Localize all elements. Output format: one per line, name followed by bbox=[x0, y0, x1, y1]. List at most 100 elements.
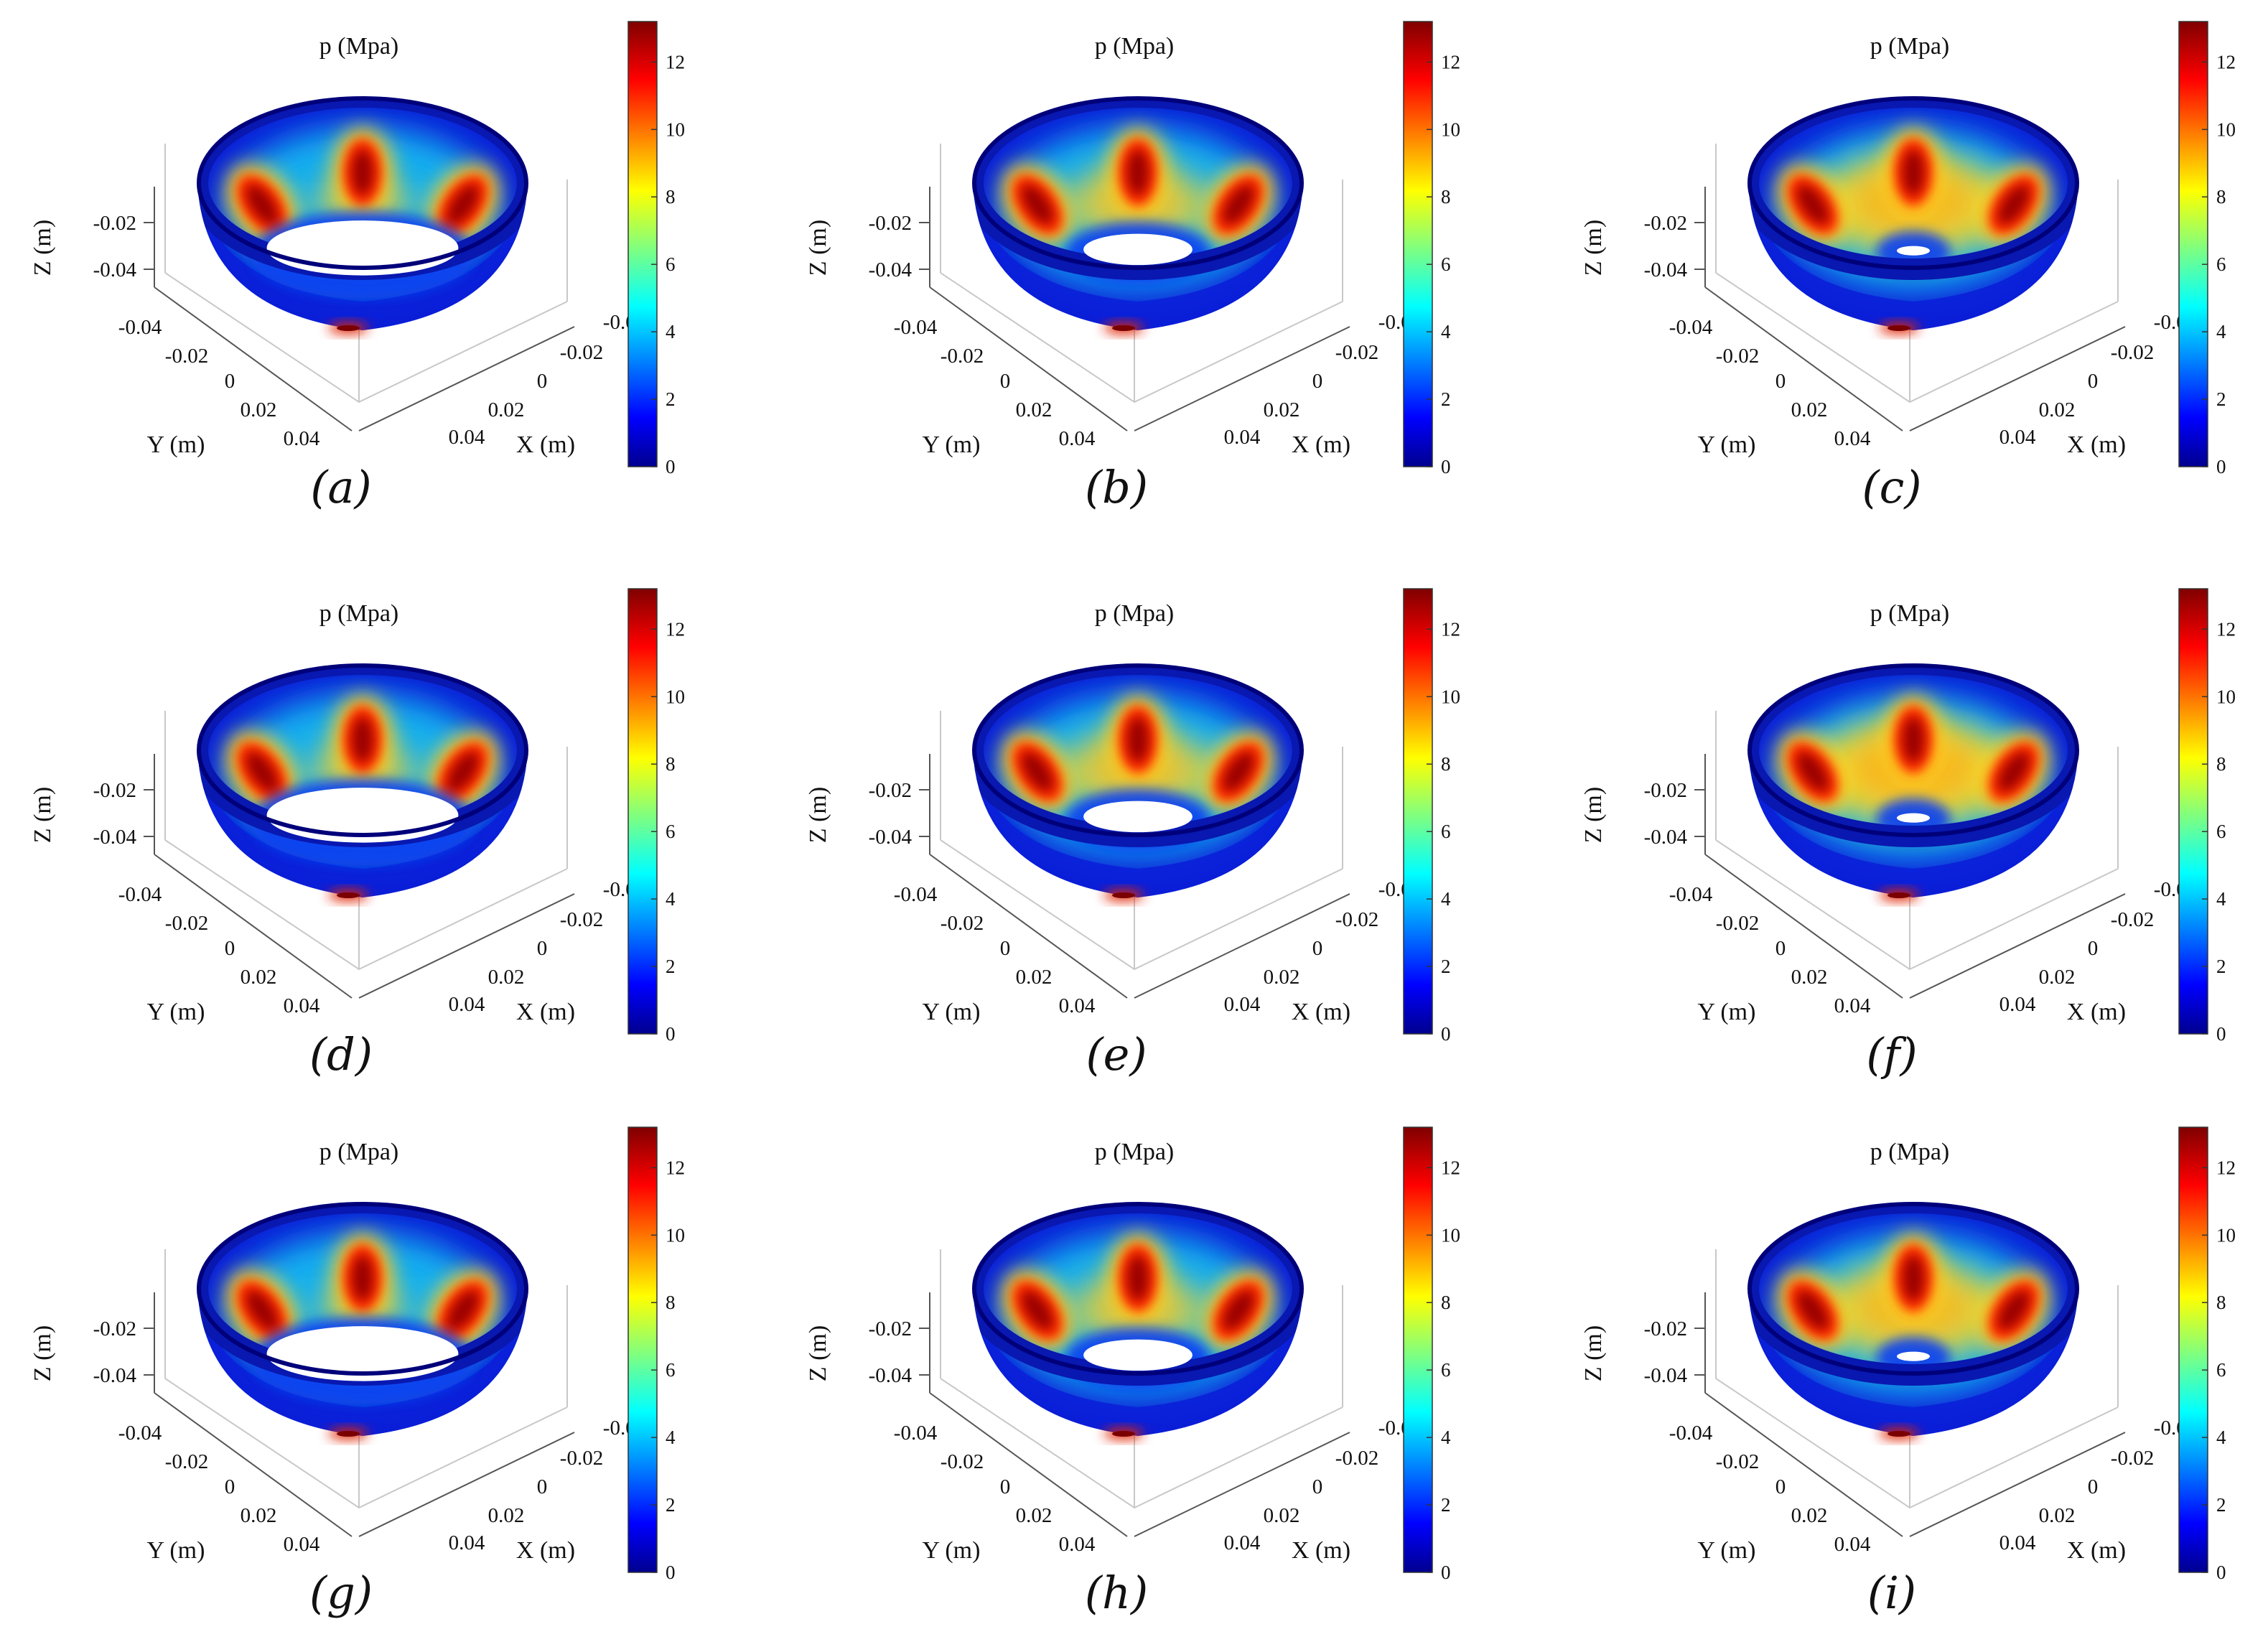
colorbar bbox=[627, 588, 658, 1035]
z-tick-label: -0.04 bbox=[93, 826, 137, 849]
colorbar-tick-label: 6 bbox=[666, 253, 676, 275]
y-tick-label: 0 bbox=[225, 1475, 235, 1498]
x-tick-label: -0.02 bbox=[2111, 908, 2154, 931]
colorbar-tick-label: 10 bbox=[2216, 1224, 2236, 1246]
colorbar-tick-label: 10 bbox=[2216, 118, 2236, 140]
x-tick-label: 0.02 bbox=[2039, 966, 2076, 989]
hot-spot-1 bbox=[1002, 1269, 1073, 1351]
hot-spot-1 bbox=[226, 1269, 298, 1351]
x-tick-label: 0.04 bbox=[1224, 993, 1261, 1016]
colorbar-tick-label: 0 bbox=[666, 456, 676, 477]
y-tick-label: -0.04 bbox=[1669, 316, 1713, 339]
plot-title: p (Mpa) bbox=[1095, 1139, 1174, 1165]
axis-box bbox=[164, 144, 568, 403]
colorbar-tick-label: 0 bbox=[2216, 1023, 2226, 1045]
colorbar-tick-label: 6 bbox=[2216, 1359, 2226, 1381]
hot-spot-1 bbox=[1777, 164, 1849, 246]
x-axis-line bbox=[358, 893, 575, 999]
colorbar-tick-label: 6 bbox=[666, 1359, 676, 1381]
panel-h: p (Mpa)-0.02-0.04Z (m)-0.04-0.0200.020.0… bbox=[805, 1126, 1460, 1619]
y-tick-label: 0.02 bbox=[241, 398, 277, 421]
y-tick-label: -0.02 bbox=[165, 1450, 208, 1473]
colorbar-tick-label: 0 bbox=[666, 1023, 676, 1045]
z-tick-label: -0.02 bbox=[1644, 1317, 1687, 1340]
y-tick-label: 0.02 bbox=[241, 1504, 277, 1527]
panel-e: p (Mpa)-0.02-0.04Z (m)-0.04-0.0200.020.0… bbox=[805, 588, 1460, 1081]
hot-spot-3 bbox=[427, 731, 499, 813]
x-axis-line bbox=[1134, 1432, 1350, 1537]
y-axis-line bbox=[1704, 1392, 1903, 1537]
x-tick-label: 0.02 bbox=[1264, 966, 1300, 989]
x-tick-label: 0 bbox=[537, 937, 548, 960]
z-tick-label: -0.04 bbox=[869, 1364, 913, 1387]
colorbar-tick-label: 2 bbox=[2216, 388, 2226, 410]
colorbar-tick-label: 4 bbox=[2216, 888, 2226, 910]
panel-caption: (h) bbox=[1085, 1567, 1148, 1619]
z-tick-label: -0.04 bbox=[93, 1364, 137, 1387]
axis-box bbox=[940, 1249, 1343, 1509]
x-axis-line bbox=[1134, 326, 1350, 432]
hot-spot-2 bbox=[332, 1233, 393, 1323]
panel-caption: (g) bbox=[309, 1567, 373, 1619]
hot-spot-3 bbox=[427, 164, 499, 246]
x-tick-label: 0 bbox=[537, 370, 548, 393]
colorbar-tick-label: 0 bbox=[1441, 1023, 1451, 1045]
colorbar-tick-label: 6 bbox=[1441, 1359, 1451, 1381]
x-tick-label: 0 bbox=[537, 1475, 548, 1498]
axis-box bbox=[164, 711, 568, 971]
x-axis-label: X (m) bbox=[516, 999, 575, 1025]
colorbar-tick-label: 4 bbox=[1441, 1427, 1451, 1448]
colorbar-tick-label: 0 bbox=[2216, 456, 2226, 477]
colorbar-tick-label: 8 bbox=[1441, 1292, 1451, 1313]
x-tick-label: 0.02 bbox=[2039, 398, 2076, 421]
hot-spot-1 bbox=[226, 164, 298, 246]
x-axis-line bbox=[1909, 893, 2126, 999]
colorbar-tick-label: 8 bbox=[1441, 186, 1451, 207]
y-tick-label: -0.02 bbox=[1716, 1450, 1759, 1473]
axis-box bbox=[1715, 711, 2119, 971]
hot-spot-2 bbox=[1883, 128, 1943, 217]
hot-spot-2 bbox=[332, 695, 393, 784]
y-tick-label: 0 bbox=[1000, 937, 1011, 960]
x-tick-label: 0 bbox=[2088, 370, 2099, 393]
x-tick-label: -0.02 bbox=[2111, 341, 2154, 364]
x-tick-label: 0.04 bbox=[1999, 426, 2036, 449]
panel-g: p (Mpa)-0.02-0.04Z (m)-0.04-0.0200.020.0… bbox=[29, 1126, 685, 1619]
colorbar-tick-label: 0 bbox=[1441, 1562, 1451, 1583]
y-tick-label: 0 bbox=[1775, 937, 1786, 960]
pressure-bowl bbox=[1747, 663, 2079, 901]
y-tick-label: 0 bbox=[225, 937, 235, 960]
z-tick-label: -0.02 bbox=[869, 779, 912, 802]
colorbar-tick-label: 10 bbox=[1441, 1224, 1460, 1246]
plot-title: p (Mpa) bbox=[319, 600, 398, 627]
z-tick-label: -0.02 bbox=[1644, 779, 1687, 802]
y-tick-label: 0.04 bbox=[284, 1533, 320, 1556]
colorbar-tick-label: 4 bbox=[2216, 321, 2226, 342]
pressure-bowl bbox=[197, 663, 528, 901]
x-tick-label: -0.02 bbox=[1335, 1447, 1378, 1470]
inner-opening bbox=[266, 220, 459, 276]
x-tick-label: -0.02 bbox=[2111, 1447, 2154, 1470]
colorbar-tick-label: 2 bbox=[2216, 956, 2226, 977]
pressure-bowl bbox=[197, 96, 528, 334]
z-axis-label: Z (m) bbox=[29, 787, 56, 843]
x-tick-label: -0.02 bbox=[1335, 341, 1378, 364]
hot-spot-1 bbox=[1777, 1269, 1849, 1351]
y-tick-label: 0.02 bbox=[1791, 966, 1828, 989]
x-tick-label: 0 bbox=[2088, 937, 2099, 960]
hot-spot-3 bbox=[1978, 731, 2050, 813]
y-tick-label: -0.04 bbox=[118, 883, 162, 906]
y-tick-label: -0.02 bbox=[941, 345, 984, 368]
colorbar-tick-label: 12 bbox=[1441, 51, 1460, 73]
x-axis-label: X (m) bbox=[516, 432, 575, 458]
y-tick-label: -0.02 bbox=[165, 345, 208, 368]
inner-opening bbox=[266, 1326, 459, 1381]
y-tick-label: 0.04 bbox=[1059, 994, 1096, 1017]
y-tick-label: -0.02 bbox=[941, 1450, 984, 1473]
colorbar-tick-label: 12 bbox=[666, 51, 685, 73]
z-tick-label: -0.04 bbox=[869, 258, 913, 281]
plot-title: p (Mpa) bbox=[1870, 33, 1949, 60]
z-axis-label: Z (m) bbox=[1580, 1325, 1607, 1381]
hot-spot-2 bbox=[1108, 695, 1168, 784]
